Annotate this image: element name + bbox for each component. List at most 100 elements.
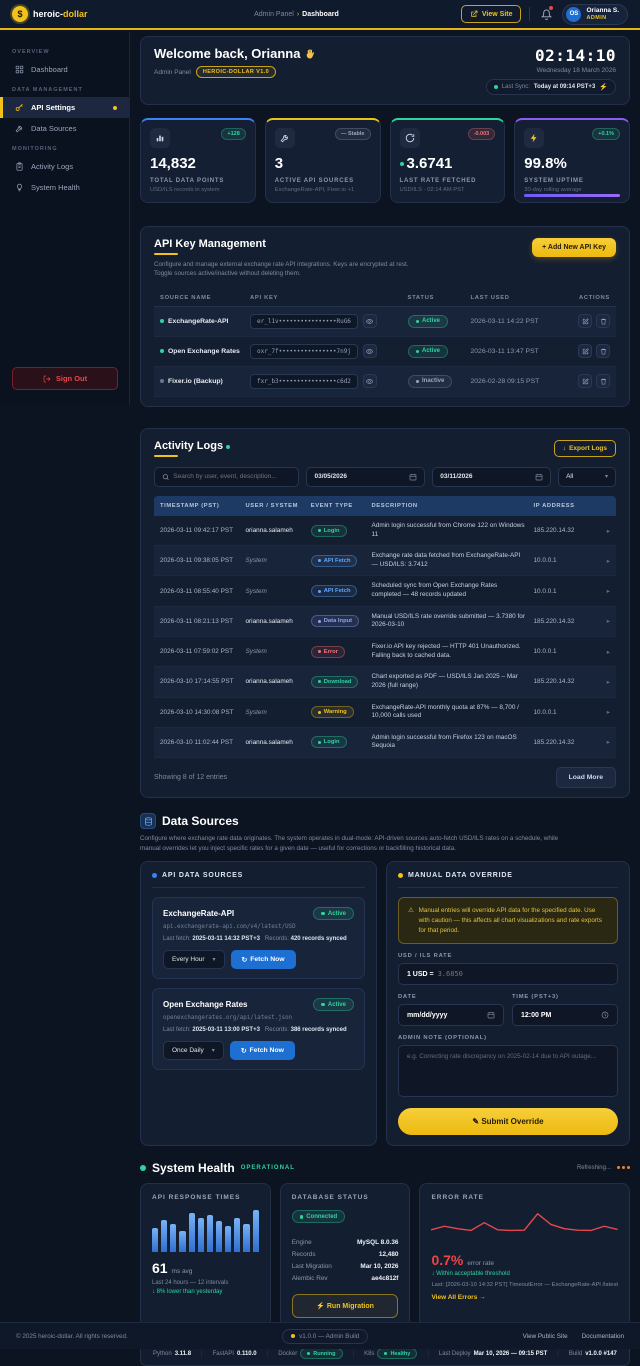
log-user: orianna.salameh: [245, 738, 293, 746]
expand-row-icon[interactable]: ▸: [606, 709, 610, 717]
activity-log-row[interactable]: 2026-03-11 09:38:05 PST System API Fetch Ex…: [154, 546, 616, 577]
event-type-select[interactable]: All ▾: [558, 466, 616, 487]
title-underline: [154, 454, 178, 457]
tech-item-k8s: K8s Healthy: [364, 1348, 418, 1360]
submit-override-button[interactable]: ✎ Submit Override: [397, 1108, 618, 1136]
source-status-dot: [160, 319, 164, 324]
activity-log-row[interactable]: 2026-03-10 11:02:44 PST orianna.salameh Lo…: [154, 727, 616, 759]
live-dot: [226, 444, 231, 449]
expand-row-icon[interactable]: ▸: [606, 678, 610, 686]
expand-row-icon[interactable]: ▸: [606, 648, 610, 656]
sign-out-button[interactable]: Sign Out: [12, 367, 118, 390]
external-link-icon: [470, 10, 478, 18]
delete-key-button[interactable]: [596, 344, 610, 359]
gold-dot: [291, 1334, 296, 1338]
sidebar-item-data-sources[interactable]: Data Sources: [0, 118, 129, 139]
view-site-button[interactable]: View Site: [460, 5, 522, 23]
activity-table: 2026-03-11 09:42:17 PST orianna.salameh Lo…: [154, 516, 616, 759]
stat-card-3: +0.1% 99.8% SYSTEM UPTIME 30-day rolling av…: [514, 118, 630, 203]
source-url: api.exchangerate-api.com/v4/latest/USD: [163, 924, 296, 930]
activity-log-row[interactable]: 2026-03-11 07:59:02 PST System Error Fixer.…: [154, 637, 616, 668]
activity-log-row[interactable]: 2026-03-11 08:21:13 PST orianna.salameh Da…: [154, 606, 616, 637]
log-timestamp: 2026-03-11 08:55:40 PST: [160, 587, 234, 595]
search-field[interactable]: [154, 466, 300, 487]
override-date-field[interactable]: mm/dd/yyyy: [397, 1004, 504, 1027]
expand-row-icon[interactable]: ▸: [606, 588, 610, 596]
edit-icon: [582, 318, 589, 325]
brand-logo[interactable]: $ heroic-dollar: [12, 6, 132, 22]
divider: |: [557, 1350, 559, 1357]
delete-key-button[interactable]: [596, 374, 610, 389]
stat-sublabel: ExchangeRate-API, Fixer.io +1: [274, 187, 355, 193]
log-description: Chart exported as PDF — USD/ILS Jan 2025…: [371, 673, 518, 689]
override-time-field[interactable]: 12:00 PM: [511, 1004, 618, 1027]
search-input[interactable]: [173, 473, 292, 481]
log-user: System: [245, 708, 267, 716]
edit-key-button[interactable]: [578, 314, 592, 329]
view-public-site-link[interactable]: View Public Site: [522, 1332, 568, 1340]
activity-log-row[interactable]: 2026-03-11 09:42:17 PST orianna.salameh Lo…: [154, 516, 616, 547]
schedule-select[interactable]: Once Daily ▾: [163, 1041, 224, 1060]
expand-row-icon[interactable]: ▸: [606, 618, 610, 626]
rate-input[interactable]: [437, 970, 609, 979]
date-to-field[interactable]: 03/11/2026: [432, 466, 552, 487]
activity-log-row[interactable]: 2026-03-11 08:55:40 PST System API Fetch Sc…: [154, 576, 616, 607]
api-key-table: ExchangeRate-API er_l1v••••••••••••••••Ru…: [154, 306, 616, 397]
sidebar-item-dashboard[interactable]: Dashboard: [0, 59, 129, 80]
export-logs-button[interactable]: ↓ Export Logs: [553, 439, 616, 457]
notifications-bell-icon[interactable]: [538, 5, 555, 22]
log-description: Fixer.io API key rejected — HTTP 401 Una…: [371, 643, 521, 659]
sidebar-item-activity-logs[interactable]: Activity Logs: [0, 156, 129, 177]
fetch-now-button[interactable]: ↻ Fetch Now: [230, 950, 296, 969]
activity-log-row[interactable]: 2026-03-10 14:30:08 PST System Warning Exch…: [154, 698, 616, 728]
tech-item-python: Python 3.11.8: [153, 1350, 192, 1357]
sidebar-item-api-settings[interactable]: API Settings: [0, 97, 129, 118]
time-label: TIME (PST+3): [511, 994, 559, 1001]
load-more-button[interactable]: Load More: [555, 767, 616, 789]
sidebar-item-system-health[interactable]: System Health: [0, 177, 129, 198]
loading-dots: [615, 1165, 630, 1171]
expand-row-icon[interactable]: ▸: [606, 739, 610, 747]
admin-note-textarea[interactable]: [397, 1045, 618, 1098]
rate-label: USD / ILS RATE: [397, 953, 453, 960]
rate-field[interactable]: 1 USD =: [397, 963, 618, 986]
fetch-now-button[interactable]: ↻ Fetch Now: [229, 1041, 295, 1060]
delete-key-button[interactable]: [596, 314, 610, 329]
masked-api-key: oxr_7f••••••••••••••••7n9j: [250, 343, 358, 359]
column-header: SOURCE NAME: [160, 294, 212, 301]
note-label: ADMIN NOTE (OPTIONAL): [397, 1035, 487, 1042]
log-description: Admin login successful from Firefox 123 …: [371, 733, 517, 750]
calendar-icon: [487, 1011, 495, 1019]
build-version-pill: v1.0.0 — Admin Build: [282, 1328, 369, 1344]
run-migration-button[interactable]: ⚡ Run Migration: [291, 1294, 399, 1319]
sidebar-section-title: OVERVIEW: [12, 49, 50, 55]
last-sync-pill: Last Sync: Today at 09:14 PST+3 ⚡: [485, 79, 616, 95]
date-from-field[interactable]: 03/05/2026: [306, 466, 426, 487]
stat-card-2: -0.003 3.6741 LAST RATE FETCHED USD/ILS · 0…: [389, 118, 506, 203]
schedule-select[interactable]: Every Hour ▾: [163, 950, 225, 969]
user-menu[interactable]: OS Orianna S. ADMIN: [562, 3, 628, 25]
reveal-key-button[interactable]: [362, 374, 377, 389]
sidebar-section-title: DATA MANAGEMENT: [12, 87, 83, 93]
error-rate-card: ERROR RATE 0.7% error rate ↓ Within acce…: [419, 1183, 630, 1330]
stat-label: TOTAL DATA POINTS: [150, 178, 225, 184]
add-api-key-button[interactable]: + Add New API Key: [532, 238, 616, 257]
breadcrumb-section[interactable]: Admin Panel: [254, 10, 294, 18]
logout-icon: [43, 375, 51, 383]
view-all-errors-link[interactable]: View All Errors →: [431, 1294, 486, 1302]
documentation-link[interactable]: Documentation: [581, 1332, 624, 1340]
edit-key-button[interactable]: [578, 344, 592, 359]
activity-log-row[interactable]: 2026-03-10 17:14:55 PST orianna.salameh Do…: [154, 667, 616, 698]
log-timestamp: 2026-03-10 11:02:44 PST: [160, 738, 234, 746]
log-timestamp: 2026-03-11 09:38:05 PST: [160, 557, 234, 565]
edit-key-button[interactable]: [578, 374, 592, 389]
section-title-activity: Activity Logs: [154, 440, 231, 452]
last-used: 2026-03-11 14:22 PST: [470, 317, 539, 325]
event-type-badge: API Fetch: [310, 585, 358, 598]
reveal-key-button[interactable]: [362, 344, 377, 359]
expand-row-icon[interactable]: ▸: [606, 527, 610, 535]
search-icon: [162, 473, 169, 481]
reveal-key-button[interactable]: [362, 314, 377, 329]
expand-row-icon[interactable]: ▸: [606, 557, 610, 565]
chevron-down-icon: ▾: [211, 1048, 215, 1054]
